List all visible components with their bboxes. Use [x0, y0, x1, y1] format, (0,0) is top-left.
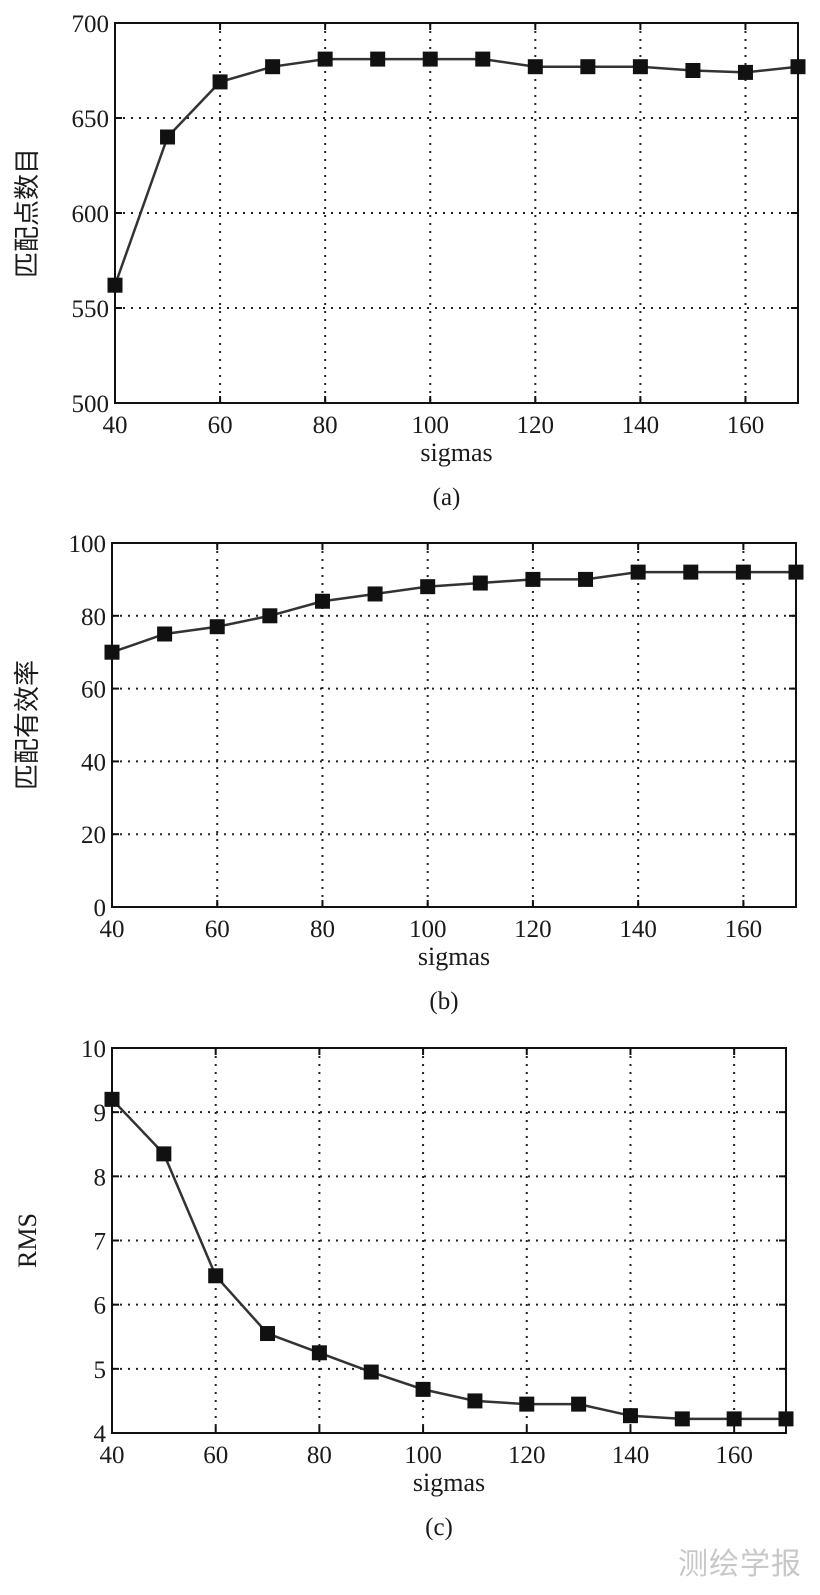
x-axis-label: sigmas — [413, 1468, 485, 1497]
x-tick-label: 160 — [715, 1442, 753, 1469]
data-point — [260, 1326, 276, 1342]
data-point — [580, 59, 596, 75]
y-tick-label: 8 — [94, 1164, 107, 1191]
x-tick-label: 160 — [725, 916, 763, 943]
x-tick-label: 60 — [203, 1442, 228, 1469]
y-axis-label: RMS — [13, 1213, 42, 1268]
data-point — [726, 1411, 742, 1427]
x-tick-label: 140 — [612, 1442, 650, 1469]
data-point — [367, 586, 383, 602]
data-point — [683, 564, 699, 580]
chart-panel-2: 40 60 80 100 120 140 160020406080100sigmas匹配有效… — [13, 531, 804, 1015]
data-point — [685, 63, 701, 78]
data-point — [472, 575, 488, 591]
data-point — [571, 1396, 587, 1412]
series-line — [111, 570, 796, 654]
y-tick-label: 5 — [94, 1357, 107, 1384]
y-tick-label: 4 — [94, 1421, 107, 1448]
data-point — [208, 1268, 224, 1284]
x-tick-label: 140 — [619, 916, 657, 943]
y-tick-label: 650 — [72, 106, 110, 133]
data-point — [527, 59, 543, 75]
x-axis-label: sigmas — [420, 438, 492, 467]
data-point — [160, 129, 176, 145]
x-tick-label: 80 — [310, 916, 335, 943]
data-point — [209, 619, 225, 635]
data-point — [475, 51, 491, 67]
x-tick-label: 60 — [205, 916, 230, 943]
y-tick-label: 500 — [72, 391, 110, 418]
data-point — [420, 579, 436, 595]
x-tick-label: 80 — [313, 412, 338, 439]
data-point — [317, 51, 333, 67]
watermark-text: 测绘学报 — [678, 1547, 802, 1582]
y-tick-label: 40 — [81, 749, 106, 776]
data-point — [311, 1345, 327, 1361]
data-point — [314, 593, 330, 609]
x-tick-label: 40 — [100, 1442, 125, 1469]
x-tick-label: 40 — [100, 916, 125, 943]
data-point — [632, 59, 648, 75]
data-point — [788, 564, 804, 580]
data-point — [104, 1091, 120, 1107]
x-tick-label: 100 — [409, 916, 447, 943]
data-point — [578, 571, 594, 587]
y-tick-label: 0 — [94, 895, 107, 922]
data-point — [525, 571, 541, 587]
data-point — [422, 51, 438, 67]
y-tick-label: 100 — [69, 531, 107, 558]
x-tick-label: 100 — [404, 1442, 442, 1469]
data-point — [778, 1411, 794, 1427]
data-point — [363, 1364, 379, 1380]
data-point — [674, 1411, 690, 1427]
data-point — [107, 277, 123, 293]
data-point — [156, 1146, 172, 1162]
y-tick-label: 550 — [72, 296, 110, 323]
y-tick-label: 60 — [81, 677, 106, 704]
data-point — [622, 1408, 638, 1424]
data-point — [262, 608, 278, 624]
y-tick-label: 600 — [72, 201, 110, 228]
y-tick-label: 7 — [94, 1229, 107, 1256]
panel-caption: (c) — [425, 1514, 453, 1541]
x-tick-label: 120 — [517, 412, 555, 439]
panel-caption: (b) — [429, 988, 458, 1015]
data-point — [104, 644, 120, 660]
series-line — [111, 1098, 786, 1421]
data-point — [212, 74, 228, 90]
x-axis-label: sigmas — [418, 942, 490, 971]
data-point — [467, 1393, 483, 1409]
y-axis-label: 匹配点数目 — [13, 148, 42, 278]
x-tick-label: 100 — [411, 412, 449, 439]
y-tick-label: 6 — [94, 1293, 107, 1320]
x-tick-label: 60 — [208, 412, 233, 439]
y-axis-label: 匹配有效率 — [13, 660, 42, 790]
data-point — [370, 51, 386, 67]
plot-frame — [111, 542, 797, 908]
x-tick-label: 140 — [622, 412, 660, 439]
x-tick-label: 120 — [514, 916, 552, 943]
data-point — [519, 1396, 535, 1412]
chart-panel-1: 40 60 80 100 120 140 160 500 550 600 650 700 sigmas 匹… — [13, 11, 806, 511]
chart-panel-3: 40 60 80 100 120 140 160 4 5 6 7 8 9 10 sigmas RMS (c) — [13, 1036, 794, 1541]
data-point — [735, 564, 751, 580]
y-tick-label: 20 — [81, 822, 106, 849]
x-tick-label: 80 — [307, 1442, 332, 1469]
data-point — [415, 1381, 431, 1397]
data-point — [265, 59, 281, 75]
data-point — [737, 64, 753, 80]
y-tick-label: 10 — [81, 1036, 106, 1063]
x-tick-label: 120 — [508, 1442, 546, 1469]
y-tick-label: 9 — [94, 1100, 107, 1127]
y-tick-label: 80 — [81, 604, 106, 631]
y-tick-label: 700 — [72, 11, 110, 38]
series-line — [113, 57, 799, 286]
data-point — [630, 564, 646, 580]
x-tick-label: 160 — [727, 412, 765, 439]
panel-caption: (a) — [433, 484, 461, 511]
data-point — [157, 626, 173, 642]
data-point — [790, 59, 806, 75]
x-tick-label: 40 — [103, 412, 128, 439]
